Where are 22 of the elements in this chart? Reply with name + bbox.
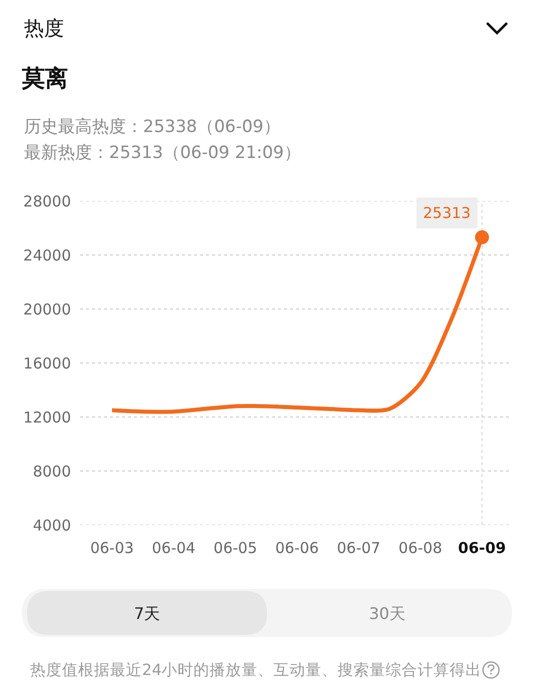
x-tick-label: 06-03: [90, 539, 134, 557]
y-tick-label: 16000: [23, 354, 71, 372]
text: 最新热度：25313（06-09 21:09）: [24, 143, 301, 163]
y-tick-label: 8000: [32, 462, 71, 480]
data-label: 25313: [423, 204, 471, 222]
x-tick-label: 06-07: [336, 539, 380, 557]
text: 7天: [134, 604, 160, 623]
y-tick-label: 24000: [23, 246, 71, 264]
x-tick-label: 06-08: [398, 539, 442, 557]
chart-title: 莫离: [21, 65, 68, 92]
y-tick-label: 4000: [32, 516, 71, 534]
y-tick-label: 28000: [23, 192, 71, 210]
x-tick-label: 06-04: [152, 539, 196, 557]
x-tick-label: 06-06: [275, 539, 319, 557]
y-tick-label: 20000: [23, 300, 71, 318]
x-tick-label: 06-09: [458, 539, 506, 557]
chart-subtitle: 历史最高热度：25338（06-09）: [24, 117, 280, 137]
x-tick-label: 06-05: [214, 539, 258, 557]
y-tick-label: 12000: [23, 408, 71, 426]
text: 热度: [24, 16, 64, 40]
text: 30天: [369, 604, 406, 623]
text: 热度值根据最近24小时的播放量、互动量、搜索量综合计算得出: [30, 661, 482, 679]
